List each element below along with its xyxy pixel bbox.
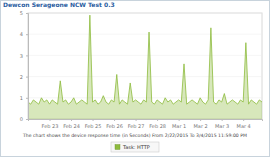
chart: Dewcon Serageone NCW Test 0.3 0 1 2 3 4 5 Feb 2… xyxy=(0,0,270,157)
y-tick: 2 xyxy=(20,74,28,80)
x-tick: Mar 3 xyxy=(215,119,229,129)
x-tick-label: Feb 24 xyxy=(63,123,80,129)
x-tick-label: Mar 2 xyxy=(194,123,208,129)
y-tick: 4 xyxy=(20,31,28,37)
y-tick-mark xyxy=(26,55,28,56)
y-tick-label: 3 xyxy=(20,53,23,59)
series-area xyxy=(28,15,262,119)
x-tick-label: Feb 23 xyxy=(42,123,59,129)
x-tick-mark xyxy=(222,119,223,121)
grid-line xyxy=(28,76,262,77)
grid xyxy=(28,13,262,119)
y-tick-label: 4 xyxy=(20,31,23,37)
x-tick-mark xyxy=(93,119,94,121)
x-tick-mark xyxy=(136,119,137,121)
x-tick: Mar 1 xyxy=(172,119,186,129)
legend: Task: HTTP xyxy=(111,142,159,152)
frame xyxy=(1,1,270,157)
y-tick-mark xyxy=(26,77,28,78)
legend-label: Task: HTTP xyxy=(122,144,150,150)
x-tick-mark xyxy=(157,119,158,121)
x-tick-label: Mar 3 xyxy=(215,123,229,129)
x-tick-mark xyxy=(114,119,115,121)
y-tick-mark xyxy=(26,119,28,120)
y-tick-mark xyxy=(26,98,28,99)
plot-frame xyxy=(28,13,262,119)
y-tick-mark xyxy=(26,34,28,35)
x-tick-mark xyxy=(179,119,180,121)
legend-box xyxy=(111,142,159,152)
marks xyxy=(28,15,262,119)
x-tick-mark xyxy=(71,119,72,121)
x-tick: Feb 23 xyxy=(42,119,59,129)
x-axis: Feb 23 Feb 24 Feb 25 Feb 26 Feb 27 Feb 28 Mar … xyxy=(29,119,263,129)
y-tick: 5 xyxy=(20,10,28,16)
series-line xyxy=(28,15,262,104)
x-tick: Mar 4 xyxy=(237,119,251,129)
x-tick: Feb 26 xyxy=(106,119,123,129)
grid-line xyxy=(28,34,262,35)
y-tick-mark xyxy=(26,13,28,14)
y-tick: 3 xyxy=(20,53,28,59)
y-tick-label: 5 xyxy=(20,10,23,16)
y-tick-label: 2 xyxy=(20,74,23,80)
subtitle: The chart shows the device response time… xyxy=(22,133,247,138)
x-tick: Feb 27 xyxy=(128,119,145,129)
x-tick-label: Feb 26 xyxy=(106,123,123,129)
x-tick: Feb 25 xyxy=(85,119,102,129)
y-tick-label: 0 xyxy=(20,116,23,122)
y-tick: 1 xyxy=(20,95,28,101)
title: Dewcon Serageone NCW Test 0.3 xyxy=(3,1,115,9)
x-tick-label: Feb 27 xyxy=(128,123,145,129)
grid-line xyxy=(28,13,262,14)
x-tick-mark xyxy=(200,119,201,121)
y-tick-label: 1 xyxy=(20,95,23,101)
grid-line xyxy=(28,55,262,56)
x-tick-label: Feb 28 xyxy=(149,123,166,129)
legend-swatch xyxy=(115,145,120,150)
y-axis: 0 1 2 3 4 5 xyxy=(20,10,29,122)
y-tick: 0 xyxy=(20,116,28,122)
x-tick-mark xyxy=(50,119,51,121)
x-tick: Feb 24 xyxy=(63,119,80,129)
x-tick: Mar 2 xyxy=(194,119,208,129)
x-tick-mark xyxy=(243,119,244,121)
grid-line xyxy=(28,97,262,98)
x-axis-line xyxy=(29,120,263,122)
x-tick-label: Feb 25 xyxy=(85,123,102,129)
x-tick-label: Mar 4 xyxy=(237,123,251,129)
y-axis-line xyxy=(26,14,29,120)
x-tick-label: Mar 1 xyxy=(172,123,186,129)
x-tick: Feb 28 xyxy=(149,119,166,129)
